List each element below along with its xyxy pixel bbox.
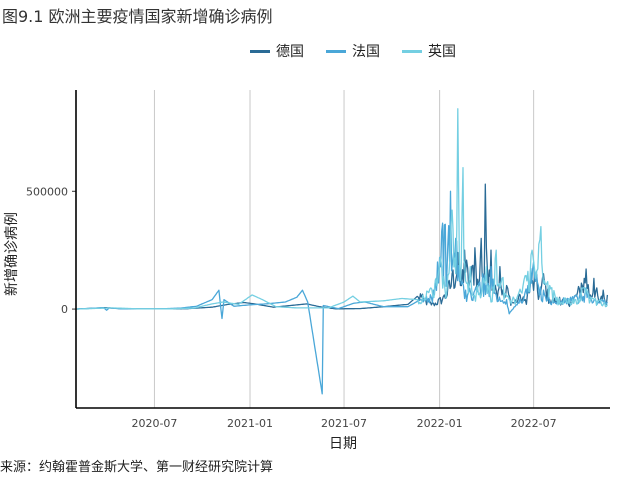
x-axis-title: 日期 — [329, 436, 357, 452]
legend-swatch-germany — [250, 49, 270, 53]
chart-legend: 德国 法国 英国 — [250, 41, 456, 61]
legend-label-germany: 德国 — [276, 44, 304, 60]
chart-grid — [153, 90, 535, 408]
x-tick-label-1: 2021-01 — [227, 417, 273, 430]
y-tick-label-1: 500000 — [26, 185, 68, 198]
legend-label-uk: 英国 — [428, 44, 456, 60]
chart-labels: 2020-07 2021-01 2021-07 2022-01 2022-07 0 5000… — [4, 185, 557, 452]
x-tick-label-4: 2022-07 — [511, 417, 557, 430]
x-tick-label-0: 2020-07 — [131, 417, 177, 430]
legend-swatch-uk — [402, 49, 422, 53]
y-axis-title: 新增确诊病例 — [4, 212, 20, 296]
source-note: 来源：约翰霍普金斯大学、第一财经研究院计算 — [0, 460, 274, 475]
x-tick-label-3: 2022-01 — [417, 417, 463, 430]
series-line-uk — [75, 108, 608, 310]
chart-series — [75, 108, 609, 395]
chart-title: 图9.1 欧洲主要疫情国家新增确诊病例 — [2, 7, 273, 26]
chart-axes — [72, 90, 610, 409]
legend-swatch-france — [326, 49, 346, 53]
x-tick-label-2: 2021-07 — [321, 417, 367, 430]
legend-item-france: 法国 — [326, 41, 380, 61]
y-tick-label-0: 0 — [61, 303, 68, 316]
series-line-france — [75, 190, 608, 395]
legend-item-germany: 德国 — [250, 41, 304, 61]
legend-label-france: 法国 — [352, 44, 380, 60]
legend-item-uk: 英国 — [402, 41, 456, 61]
